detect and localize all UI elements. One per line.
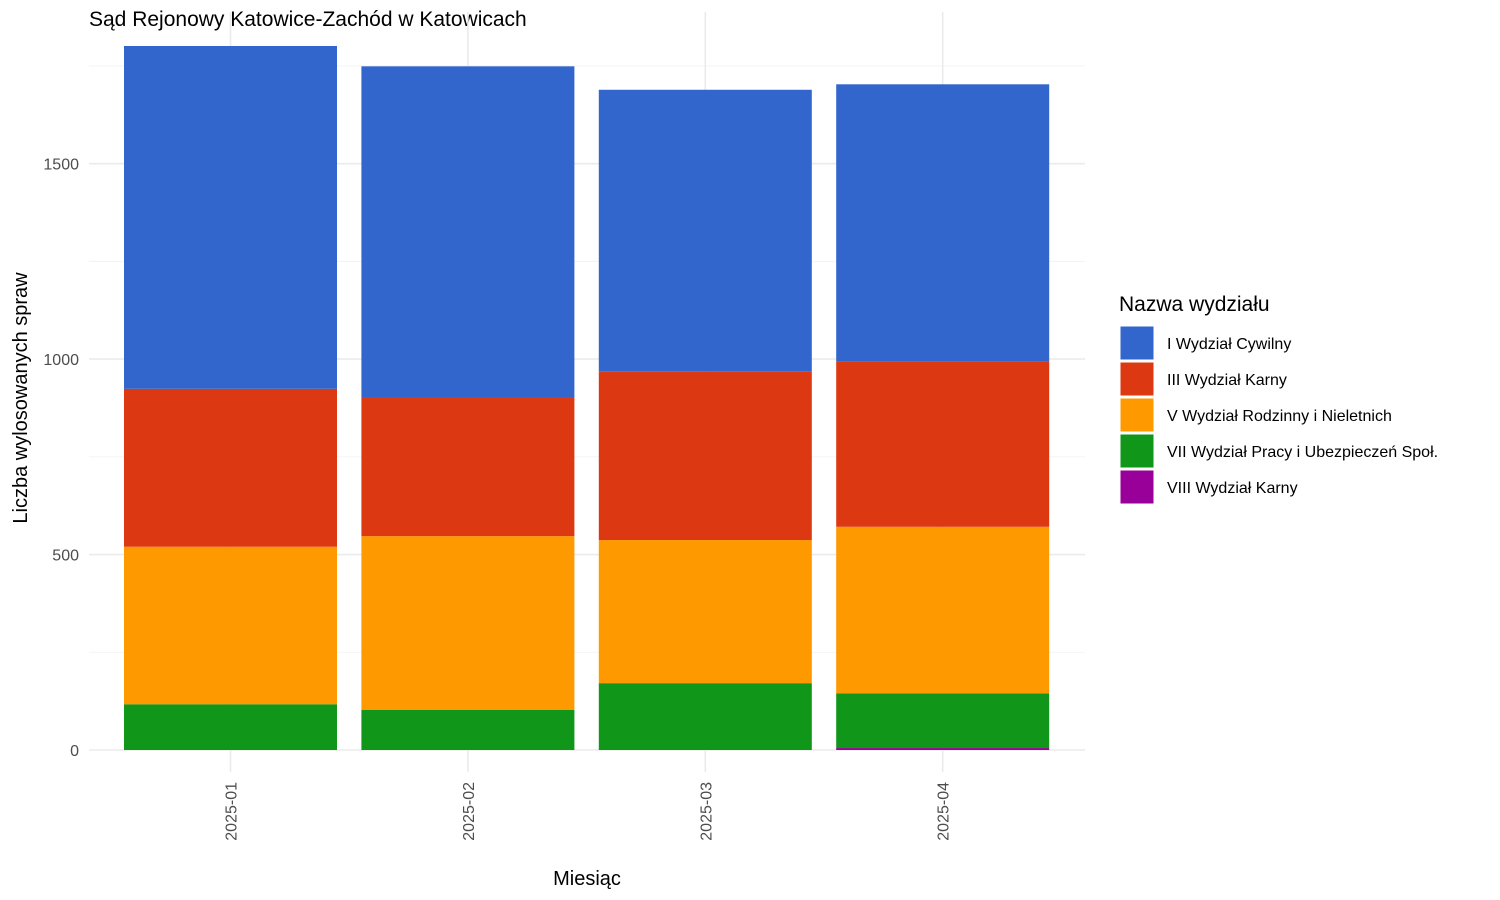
legend-label: III Wydział Karny xyxy=(1167,372,1287,389)
y-axis-ticks: 0 500 1000 1500 xyxy=(43,157,79,760)
bar-segment xyxy=(836,693,1050,749)
bars xyxy=(124,45,1050,750)
bar-segment xyxy=(836,526,1050,694)
bar-segment xyxy=(598,683,812,750)
bar-segment xyxy=(124,546,337,705)
legend-swatch xyxy=(1119,361,1155,397)
y-tick-label: 1500 xyxy=(43,157,79,174)
bar-segment xyxy=(836,84,1050,362)
legend-label: I Wydział Cywilny xyxy=(1167,336,1291,353)
bar-segment xyxy=(124,45,337,389)
bar-segment xyxy=(598,371,812,541)
x-axis-title: Miesiąc xyxy=(553,868,621,890)
legend-swatch xyxy=(1119,397,1155,433)
chart-title: Sąd Rejonowy Katowice-Zachód w Katowicac… xyxy=(89,8,527,31)
y-tick-label: 1000 xyxy=(43,352,79,369)
bar-segment xyxy=(361,397,575,537)
legend-swatch xyxy=(1119,325,1155,361)
legend-label: V Wydział Rodzinny i Nieletnich xyxy=(1167,408,1392,425)
bar-segment xyxy=(836,361,1050,527)
legend: Nazwa wydziału I Wydział Cywilny III Wydz… xyxy=(1119,293,1438,505)
legend-swatch xyxy=(1119,469,1155,505)
y-tick-label: 500 xyxy=(52,548,79,565)
legend-label: VIII Wydział Karny xyxy=(1167,480,1298,497)
legend-title: Nazwa wydziału xyxy=(1119,293,1270,316)
x-tick-label: 2025-04 xyxy=(936,782,953,841)
bar-segment xyxy=(361,709,575,750)
bar-segment xyxy=(598,540,812,684)
bar-segment xyxy=(836,748,1050,750)
legend-label: VII Wydział Pracy i Ubezpieczeń Społ. xyxy=(1167,444,1438,461)
x-tick-label: 2025-02 xyxy=(461,782,478,841)
y-tick-label: 0 xyxy=(70,743,79,760)
bar-segment xyxy=(598,89,812,372)
legend-items: I Wydział Cywilny III Wydział Karny V Wydz… xyxy=(1119,325,1438,505)
x-tick-label: 2025-01 xyxy=(224,782,241,841)
legend-swatch xyxy=(1119,433,1155,469)
bar-segment xyxy=(361,66,575,398)
x-axis-ticks: 2025-01 2025-02 2025-03 2025-04 xyxy=(224,782,953,841)
bar-segment xyxy=(124,388,337,547)
y-axis-title: Liczba wylosowanych spraw xyxy=(10,272,32,524)
x-tick-label: 2025-03 xyxy=(698,782,715,841)
bar-segment xyxy=(124,704,337,750)
bar-segment xyxy=(361,536,575,710)
